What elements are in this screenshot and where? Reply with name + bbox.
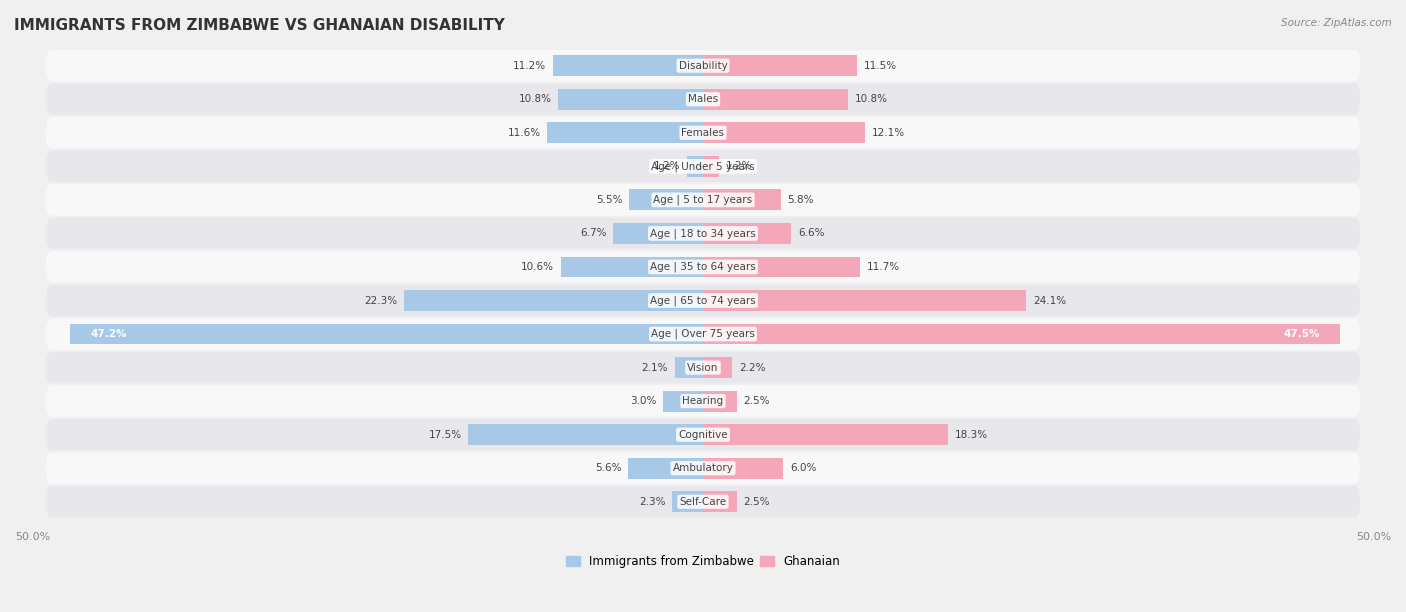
Text: 2.2%: 2.2% bbox=[740, 362, 766, 373]
Text: 3.0%: 3.0% bbox=[630, 396, 657, 406]
FancyBboxPatch shape bbox=[46, 318, 1360, 350]
FancyBboxPatch shape bbox=[46, 117, 1360, 149]
Bar bbox=[703, 290, 1026, 311]
Text: Source: ZipAtlas.com: Source: ZipAtlas.com bbox=[1281, 18, 1392, 28]
Bar bbox=[630, 190, 703, 211]
Text: 10.8%: 10.8% bbox=[855, 94, 887, 104]
Text: 1.2%: 1.2% bbox=[654, 162, 681, 171]
Text: Age | 35 to 64 years: Age | 35 to 64 years bbox=[650, 262, 756, 272]
Text: 2.1%: 2.1% bbox=[641, 362, 668, 373]
Bar bbox=[703, 223, 792, 244]
Text: Age | 5 to 17 years: Age | 5 to 17 years bbox=[654, 195, 752, 205]
Bar bbox=[468, 424, 703, 445]
FancyBboxPatch shape bbox=[46, 251, 1360, 283]
Bar bbox=[703, 458, 783, 479]
Text: 6.6%: 6.6% bbox=[799, 228, 825, 239]
Bar bbox=[547, 122, 703, 143]
Text: 12.1%: 12.1% bbox=[872, 128, 905, 138]
Bar bbox=[662, 390, 703, 411]
FancyBboxPatch shape bbox=[46, 218, 1360, 249]
FancyBboxPatch shape bbox=[46, 486, 1360, 518]
FancyBboxPatch shape bbox=[46, 184, 1360, 215]
Bar bbox=[688, 156, 703, 177]
Text: 47.5%: 47.5% bbox=[1284, 329, 1320, 339]
Text: 24.1%: 24.1% bbox=[1033, 296, 1066, 305]
Bar bbox=[703, 357, 733, 378]
Bar bbox=[703, 324, 1340, 345]
Bar bbox=[703, 424, 949, 445]
Bar bbox=[703, 256, 860, 277]
Text: Ambulatory: Ambulatory bbox=[672, 463, 734, 473]
Text: Vision: Vision bbox=[688, 362, 718, 373]
Text: 2.5%: 2.5% bbox=[744, 396, 769, 406]
Text: 1.2%: 1.2% bbox=[725, 162, 752, 171]
Text: Age | 18 to 34 years: Age | 18 to 34 years bbox=[650, 228, 756, 239]
Text: 5.6%: 5.6% bbox=[595, 463, 621, 473]
Bar bbox=[553, 55, 703, 76]
Bar bbox=[703, 156, 718, 177]
Bar bbox=[558, 89, 703, 110]
FancyBboxPatch shape bbox=[46, 151, 1360, 182]
Text: 5.8%: 5.8% bbox=[787, 195, 814, 205]
Text: IMMIGRANTS FROM ZIMBABWE VS GHANAIAN DISABILITY: IMMIGRANTS FROM ZIMBABWE VS GHANAIAN DIS… bbox=[14, 18, 505, 34]
FancyBboxPatch shape bbox=[46, 352, 1360, 383]
FancyBboxPatch shape bbox=[46, 83, 1360, 115]
Text: Cognitive: Cognitive bbox=[678, 430, 728, 439]
Text: 47.2%: 47.2% bbox=[90, 329, 127, 339]
Bar bbox=[70, 324, 703, 345]
Text: 6.7%: 6.7% bbox=[579, 228, 606, 239]
Bar bbox=[404, 290, 703, 311]
Text: Age | Under 5 years: Age | Under 5 years bbox=[651, 161, 755, 171]
Text: 5.5%: 5.5% bbox=[596, 195, 623, 205]
Text: 2.3%: 2.3% bbox=[638, 497, 665, 507]
Text: Disability: Disability bbox=[679, 61, 727, 71]
Text: 11.2%: 11.2% bbox=[513, 61, 546, 71]
Text: 2.5%: 2.5% bbox=[744, 497, 769, 507]
FancyBboxPatch shape bbox=[46, 386, 1360, 417]
Text: 6.0%: 6.0% bbox=[790, 463, 817, 473]
Bar bbox=[703, 390, 737, 411]
Bar bbox=[613, 223, 703, 244]
Bar bbox=[703, 491, 737, 512]
FancyBboxPatch shape bbox=[46, 419, 1360, 450]
Legend: Immigrants from Zimbabwe, Ghanaian: Immigrants from Zimbabwe, Ghanaian bbox=[561, 551, 845, 573]
FancyBboxPatch shape bbox=[46, 285, 1360, 316]
Bar bbox=[561, 256, 703, 277]
Bar bbox=[703, 55, 858, 76]
Text: 22.3%: 22.3% bbox=[364, 296, 398, 305]
Text: Females: Females bbox=[682, 128, 724, 138]
FancyBboxPatch shape bbox=[46, 50, 1360, 81]
Text: 10.8%: 10.8% bbox=[519, 94, 551, 104]
Text: 10.6%: 10.6% bbox=[522, 262, 554, 272]
Text: Age | Over 75 years: Age | Over 75 years bbox=[651, 329, 755, 339]
Text: 11.6%: 11.6% bbox=[508, 128, 541, 138]
Text: Males: Males bbox=[688, 94, 718, 104]
Text: Hearing: Hearing bbox=[682, 396, 724, 406]
Bar bbox=[675, 357, 703, 378]
FancyBboxPatch shape bbox=[46, 452, 1360, 484]
Bar bbox=[628, 458, 703, 479]
Bar bbox=[703, 122, 865, 143]
Text: Self-Care: Self-Care bbox=[679, 497, 727, 507]
Text: Age | 65 to 74 years: Age | 65 to 74 years bbox=[650, 295, 756, 306]
Text: 11.7%: 11.7% bbox=[866, 262, 900, 272]
Bar bbox=[672, 491, 703, 512]
Text: 11.5%: 11.5% bbox=[863, 61, 897, 71]
Text: 18.3%: 18.3% bbox=[955, 430, 988, 439]
Text: 17.5%: 17.5% bbox=[429, 430, 461, 439]
Bar bbox=[703, 89, 848, 110]
Bar bbox=[703, 190, 780, 211]
